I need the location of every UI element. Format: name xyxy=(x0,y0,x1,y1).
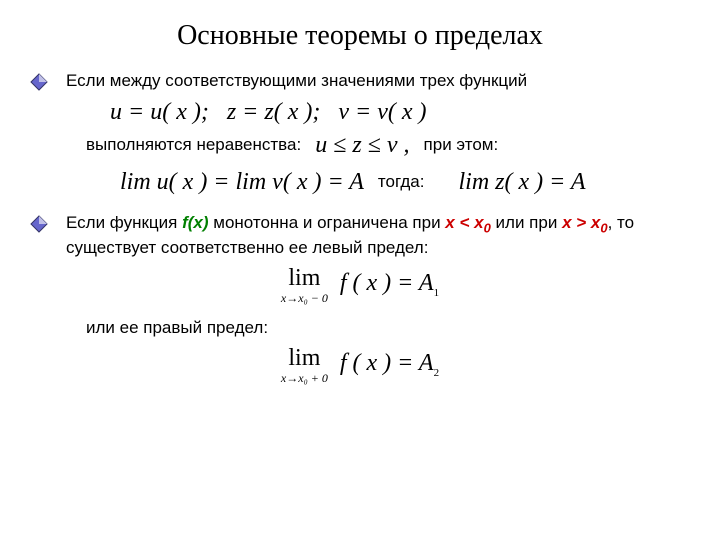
p1-line1: Если между соответствующими значениями т… xyxy=(66,70,527,93)
p2-text: Если функция f(x) монотонна и ограничена… xyxy=(66,212,690,260)
diamond-icon xyxy=(30,73,48,91)
bullet-item-1: Если между соответствующими значениями т… xyxy=(30,70,690,93)
p1-formula-funcs: u = u( x ); z = z( x ); v = v( x ) xyxy=(110,99,690,126)
diamond-icon xyxy=(30,215,48,233)
page-title: Основные теоремы о пределах xyxy=(30,20,690,52)
p2-lim2: lim x→x₀ + 0 f ( x ) = A2 xyxy=(30,346,690,384)
p1-ineq-row: выполняются неравенства: u ≤ z ≤ v , при… xyxy=(86,132,690,159)
p2-text-right: или ее правый предел: xyxy=(86,318,690,338)
bullet-item-2: Если функция f(x) монотонна и ограничена… xyxy=(30,212,690,260)
p1-limits-row: lim u( x ) = lim v( x ) = A тогда: lim z… xyxy=(120,169,690,196)
p2-lim1: lim x→x₀ − 0 f ( x ) = A1 xyxy=(30,266,690,304)
